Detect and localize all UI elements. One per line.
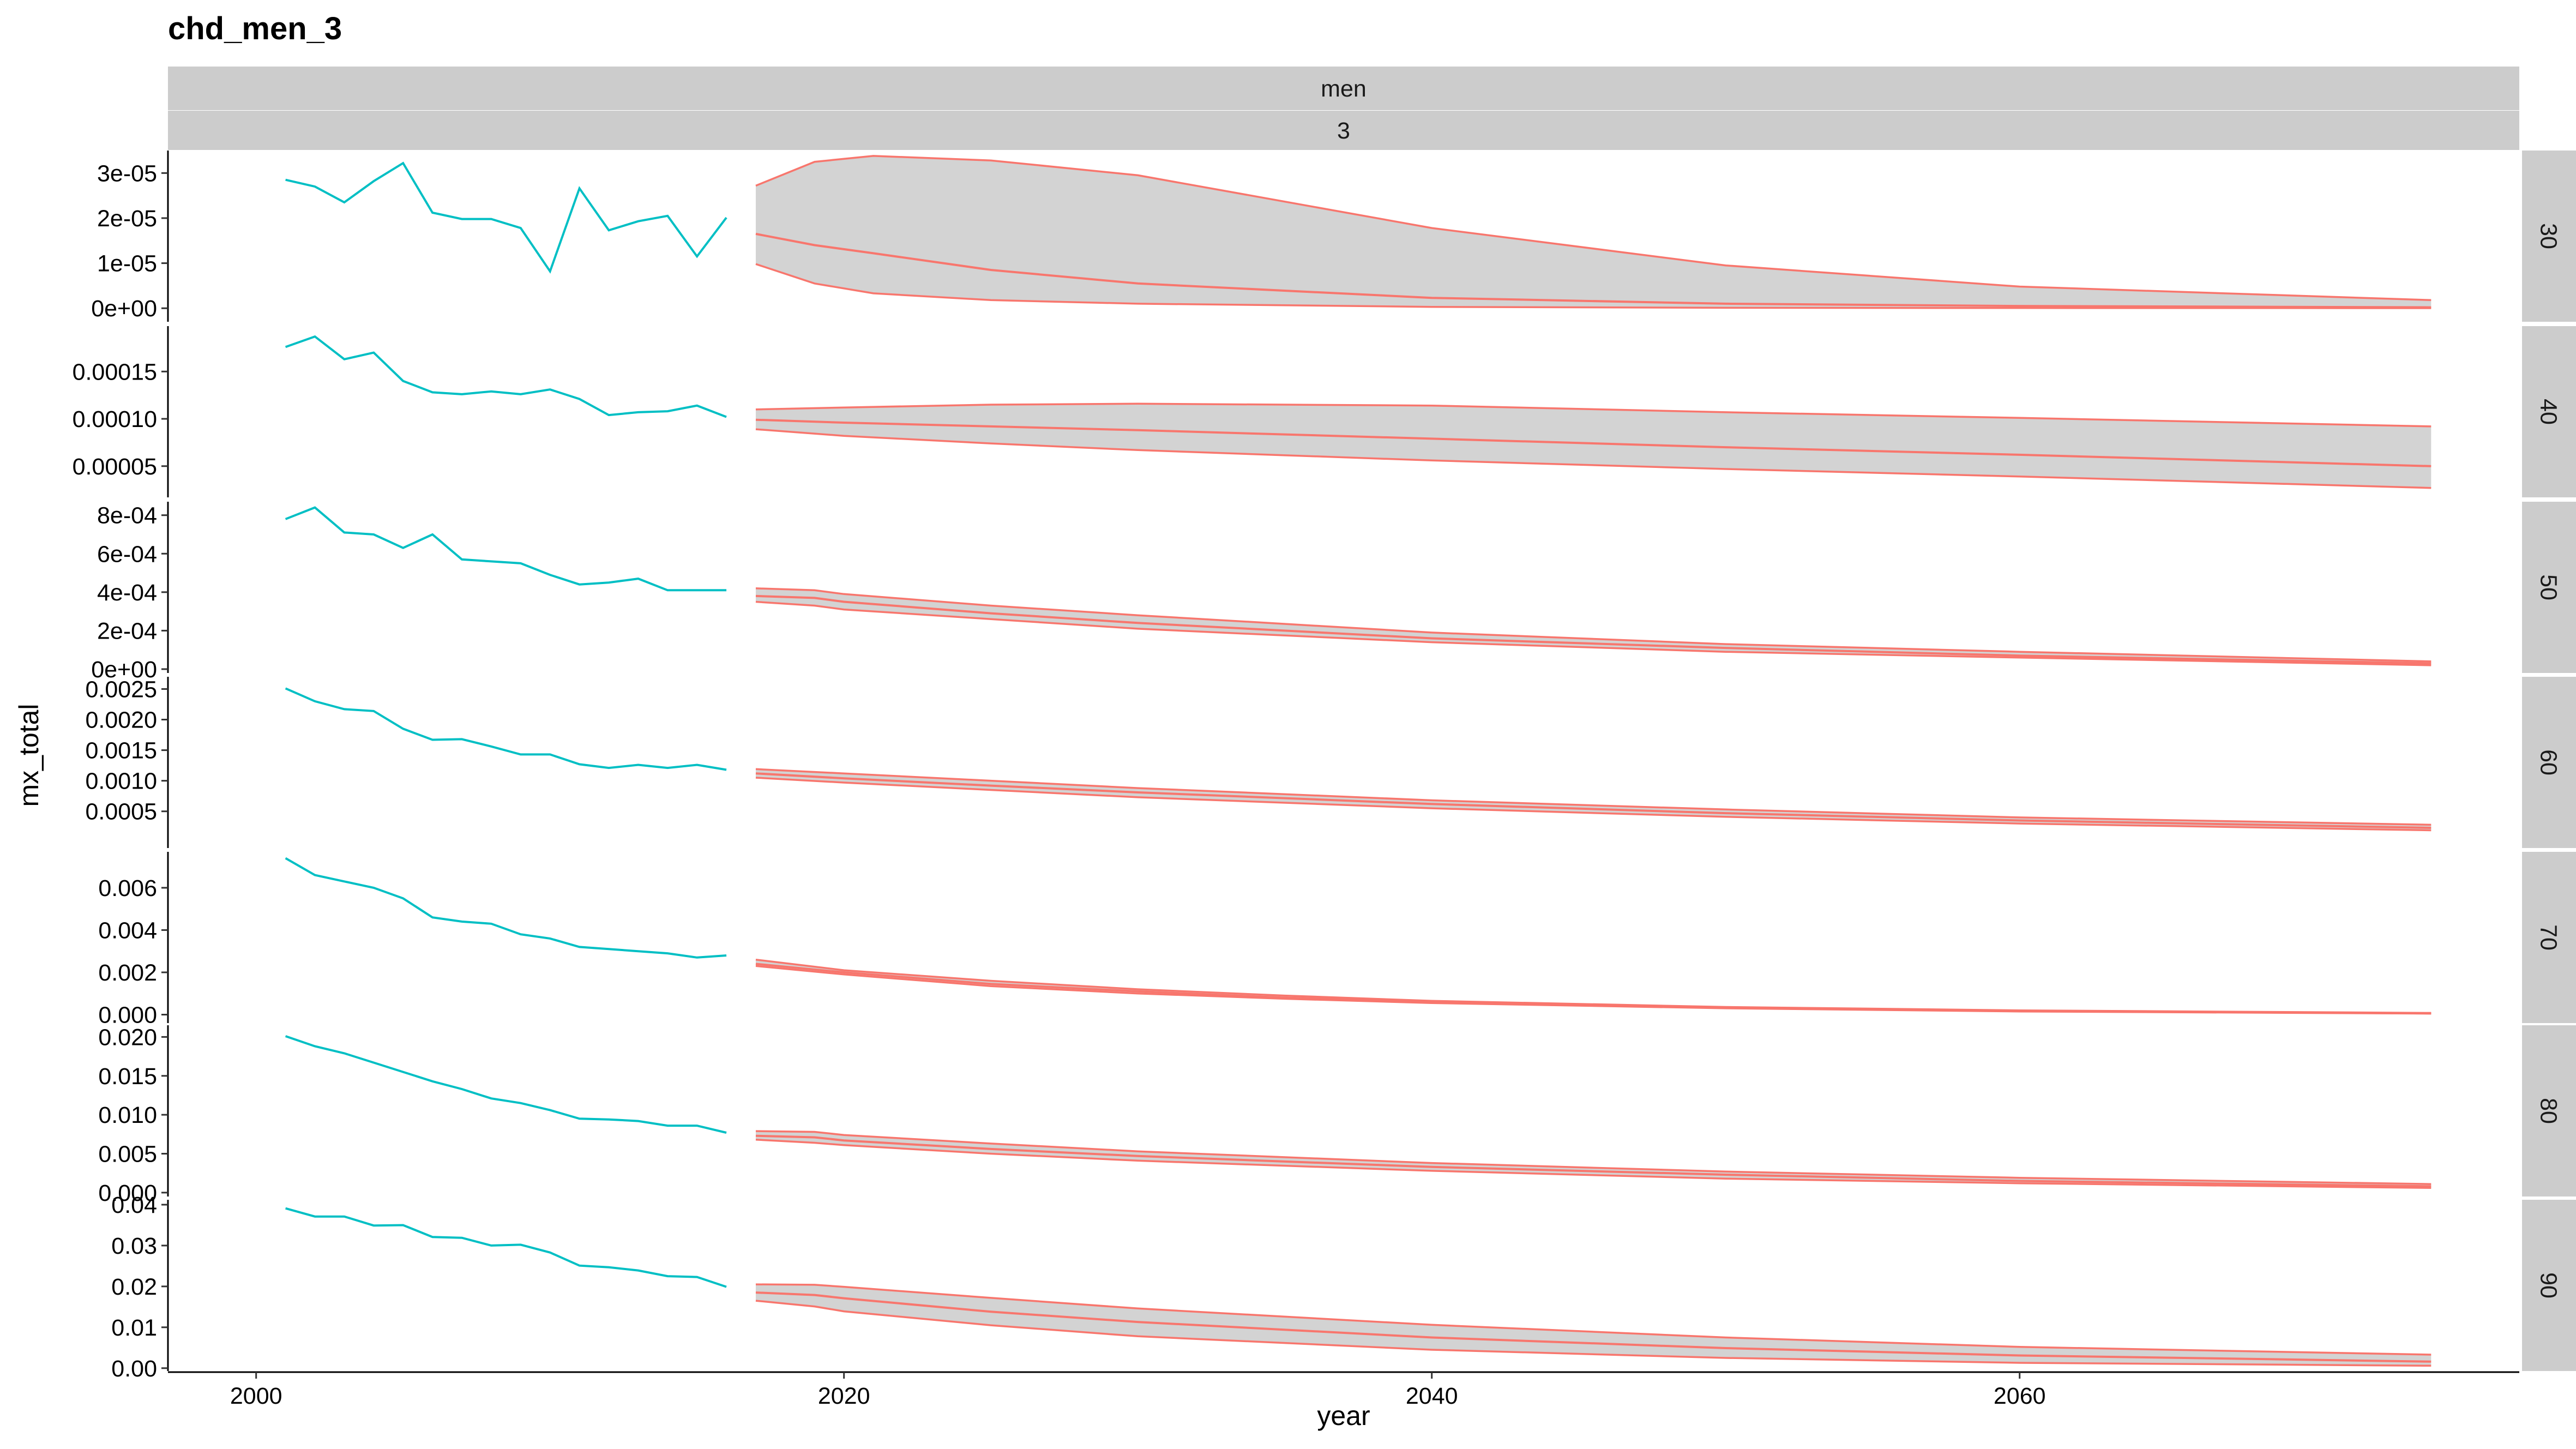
x-tick-label: 2020 xyxy=(818,1383,870,1409)
forecast-upper-line xyxy=(755,155,2431,302)
facet-strip-label: 60 xyxy=(2536,749,2562,775)
facet-strip-background xyxy=(2522,1025,2576,1197)
forecast-upper-line xyxy=(755,402,2431,428)
facet-panel-30: 0e+00 1e-05 2e-05 3e-05 30 xyxy=(91,151,2576,322)
y-tick-label: 0.002 xyxy=(98,960,157,986)
y-axis-title: mx_total xyxy=(14,704,44,807)
observed-series-line xyxy=(285,857,727,959)
y-tick-label: 0.0015 xyxy=(85,738,157,764)
y-tick-label: 6e-04 xyxy=(97,541,157,567)
facet-strip-background xyxy=(2522,151,2576,322)
forecast-interval-band xyxy=(756,155,2431,308)
observed-series-line xyxy=(285,1207,727,1288)
y-tick-label: 0.006 xyxy=(98,875,157,901)
facet-strip-label: 50 xyxy=(2536,574,2562,600)
forecast-upper-line xyxy=(755,1283,2431,1356)
y-tick-label: 0.03 xyxy=(111,1233,157,1259)
facet-strip-label: 70 xyxy=(2536,924,2562,951)
forecast-lower-line xyxy=(755,1139,2431,1189)
forecast-upper-line xyxy=(755,587,2431,663)
y-tick-label: 0.0005 xyxy=(85,799,157,825)
facet-panel-60: 0.0005 0.0010 0.0015 0.0020 0.0025 60 xyxy=(85,676,2576,848)
facet-panel-50: 0e+00 2e-04 4e-04 6e-04 8e-04 50 xyxy=(91,502,2576,683)
y-tick-label: 0.010 xyxy=(98,1102,157,1128)
y-tick-label: 1e-05 xyxy=(97,251,157,277)
y-tick-label: 0.00 xyxy=(111,1356,157,1382)
y-tick-label: 2e-04 xyxy=(97,618,157,644)
facet-strip-background xyxy=(2522,1200,2576,1371)
y-tick-label: 0e+00 xyxy=(91,657,157,683)
observed-series-line xyxy=(285,161,727,274)
forecast-upper-line xyxy=(755,1130,2431,1185)
strip-row-background xyxy=(168,111,2519,150)
y-tick-label: 0e+00 xyxy=(91,296,157,322)
chart-title: chd_men_3 xyxy=(168,11,342,46)
panels-group: 0e+001e-052e-053e-05300.000050.000100.00… xyxy=(73,151,2576,1382)
facet-strip-label: 40 xyxy=(2536,399,2562,425)
y-tick-label: 0.01 xyxy=(111,1315,157,1341)
forecast-median-line xyxy=(755,772,2431,829)
y-tick-label: 0.00015 xyxy=(73,359,157,385)
facet-strip-label: 80 xyxy=(2536,1098,2562,1124)
observed-series-line xyxy=(285,1035,727,1134)
facet-strip-background xyxy=(2522,852,2576,1023)
forecast-lower-line xyxy=(755,263,2431,309)
facet-panel-70: 0.000 0.002 0.004 0.006 70 xyxy=(98,852,2576,1028)
forecast-lower-line xyxy=(755,428,2431,489)
facet-panel-90: 0.00 0.01 0.02 0.03 0.04 90 xyxy=(111,1192,2576,1382)
x-tick-label: 2040 xyxy=(1406,1383,1458,1409)
y-tick-label: 2e-05 xyxy=(97,206,157,232)
forecast-median-line xyxy=(755,1291,2431,1363)
x-axis-title: year xyxy=(1317,1400,1370,1431)
x-tick-label: 2060 xyxy=(1994,1383,2046,1409)
y-tick-label: 0.005 xyxy=(98,1141,157,1168)
y-tick-label: 8e-04 xyxy=(97,503,157,529)
forecast-lower-line xyxy=(755,777,2431,832)
x-tick-label: 2000 xyxy=(230,1383,282,1409)
y-tick-label: 0.04 xyxy=(111,1192,157,1218)
facet-strip-background xyxy=(2522,502,2576,673)
facet-strip-background xyxy=(2522,677,2576,848)
y-tick-label: 0.000 xyxy=(98,1180,157,1206)
y-tick-label: 0.020 xyxy=(98,1024,157,1050)
forecast-median-line xyxy=(755,232,2431,309)
y-tick-label: 0.015 xyxy=(98,1063,157,1090)
forecast-lower-line xyxy=(755,1300,2431,1367)
forecast-median-line xyxy=(755,418,2431,467)
forecast-lower-line xyxy=(755,965,2431,1015)
facet-strip-label: 90 xyxy=(2536,1272,2562,1298)
observed-series-line xyxy=(285,687,727,771)
forecast-lower-line xyxy=(755,600,2431,666)
y-tick-label: 4e-04 xyxy=(97,580,157,606)
forecast-upper-line xyxy=(755,768,2431,826)
facet-strip-background xyxy=(2522,326,2576,497)
forecast-interval-band xyxy=(756,404,2431,488)
y-tick-label: 0.02 xyxy=(111,1274,157,1300)
y-tick-label: 0.0010 xyxy=(85,768,157,795)
y-tick-label: 0.0020 xyxy=(85,707,157,733)
forecast-interval-band xyxy=(756,1284,2431,1366)
strip-label-group: 3 xyxy=(1337,118,1350,144)
y-tick-label: 0.000 xyxy=(98,1002,157,1028)
forecast-median-line xyxy=(755,594,2431,665)
strip-row-background xyxy=(168,67,2519,110)
facet-panel-40: 0.00005 0.00010 0.00015 40 xyxy=(73,326,2576,497)
top-facet-strip: men 3 xyxy=(168,67,2519,150)
observed-series-line xyxy=(285,335,727,418)
forecast-median-line xyxy=(755,1134,2431,1188)
x-axis: 2000 2020 2040 2060 xyxy=(168,1371,2519,1409)
y-tick-label: 0.004 xyxy=(98,917,157,943)
facet-strip-label: 30 xyxy=(2536,223,2562,249)
y-tick-label: 0.00005 xyxy=(73,454,157,480)
y-tick-label: 0.0025 xyxy=(85,676,157,702)
facet-panel-80: 0.000 0.005 0.010 0.015 0.020 80 xyxy=(98,1024,2576,1206)
y-tick-label: 3e-05 xyxy=(97,160,157,187)
observed-series-line xyxy=(285,506,727,592)
y-tick-label: 0.00010 xyxy=(73,406,157,432)
strip-label-sex: men xyxy=(1321,76,1367,102)
